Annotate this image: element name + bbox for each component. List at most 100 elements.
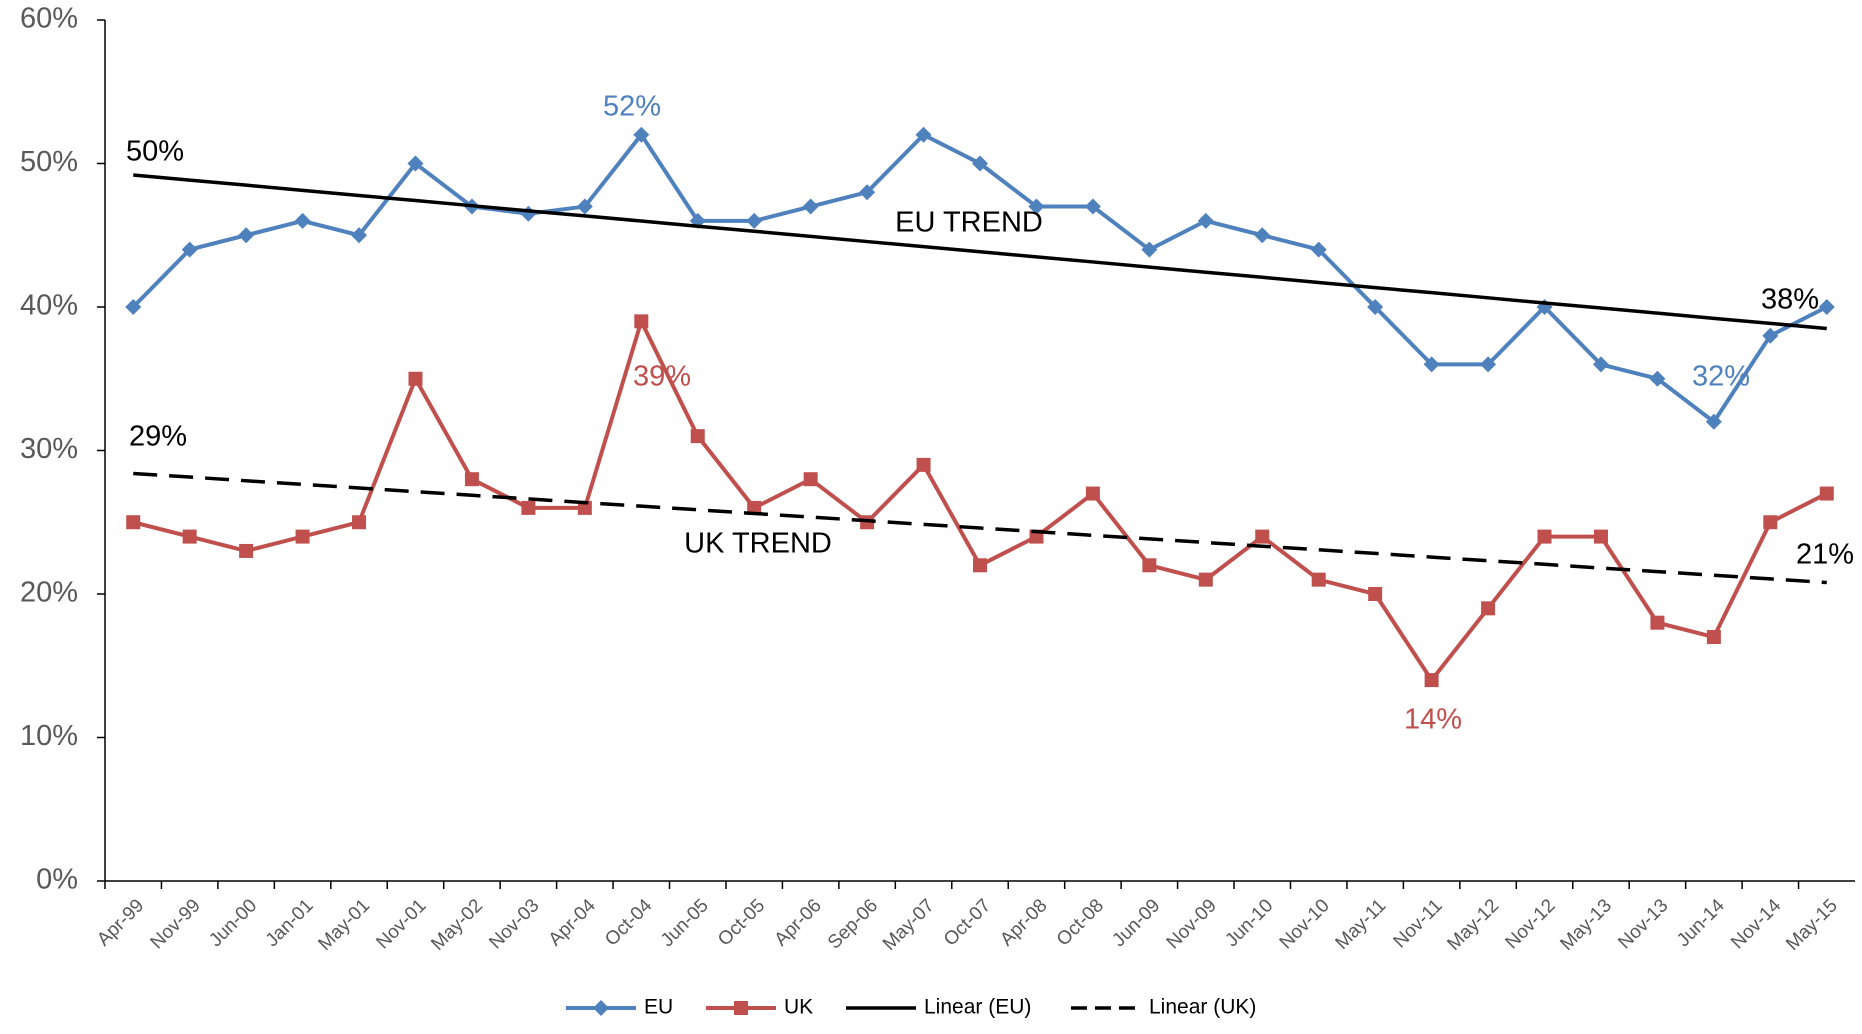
point	[1650, 615, 1665, 630]
point	[802, 198, 819, 215]
x-tick-label: Jun-14	[1673, 895, 1729, 951]
x-tick-label: May-01	[314, 895, 374, 955]
x-tick-label: Nov-01	[372, 895, 430, 953]
point	[1141, 241, 1158, 258]
annotation: EU TREND	[895, 207, 1043, 239]
point	[1706, 630, 1721, 645]
point	[351, 227, 368, 244]
point	[577, 500, 592, 515]
point	[408, 371, 423, 386]
trend-line	[133, 173, 1827, 331]
point	[1254, 227, 1271, 244]
y-tick-label: 60%	[20, 3, 78, 35]
point	[916, 457, 931, 472]
point	[1705, 413, 1722, 430]
point	[295, 529, 310, 544]
x-tick-label: Jun-00	[205, 895, 261, 951]
point	[972, 155, 988, 172]
y-tick-label: 20%	[20, 577, 78, 609]
point	[1368, 587, 1383, 601]
point	[1423, 356, 1440, 373]
point	[1819, 486, 1834, 501]
y-tick-label: 50%	[20, 146, 78, 178]
x-tick-label: Jan-01	[262, 895, 318, 951]
point	[521, 500, 536, 515]
point	[1310, 241, 1327, 258]
point	[576, 198, 593, 215]
x-tick-label: Nov-09	[1163, 895, 1221, 953]
annotation: 29%	[129, 421, 187, 453]
point	[1198, 572, 1213, 587]
point	[633, 126, 650, 143]
x-tick-label: Jun-09	[1108, 895, 1164, 951]
point	[690, 429, 705, 444]
y-tick-label: 40%	[20, 290, 78, 322]
series-line	[131, 131, 1828, 425]
point	[1142, 558, 1157, 573]
point	[407, 155, 424, 172]
x-tick-label: Oct-04	[601, 895, 656, 950]
point	[1649, 370, 1666, 387]
point	[125, 299, 142, 315]
point	[1762, 327, 1779, 344]
point	[182, 529, 197, 544]
x-tick-label: Apr-04	[545, 895, 600, 950]
annotation: 50%	[126, 136, 184, 168]
x-tick-label: Nov-03	[485, 895, 543, 953]
x-tick-label: Nov-14	[1727, 895, 1785, 953]
x-tick-label: Apr-08	[996, 895, 1051, 950]
annotation: 14%	[1404, 704, 1462, 736]
annotation: 32%	[1692, 361, 1750, 393]
point	[1255, 529, 1270, 544]
x-tick-label: Oct-08	[1053, 895, 1108, 950]
point	[1085, 486, 1100, 501]
annotation: UK TREND	[684, 528, 832, 560]
x-tick-label: Nov-12	[1501, 895, 1559, 953]
x-tick-label: Jun-05	[657, 895, 713, 951]
point	[520, 205, 537, 222]
x-tick-label: Nov-13	[1614, 895, 1672, 953]
x-tick-label: May-07	[879, 895, 939, 955]
x-tick-label: Sep-06	[824, 895, 882, 953]
point	[1763, 515, 1778, 530]
x-tick-label: May-12	[1443, 895, 1503, 955]
x-tick-label: Apr-06	[771, 895, 826, 950]
x-tick-label: Jun-10	[1221, 895, 1277, 951]
legend-label: Linear (UK)	[1149, 996, 1256, 1019]
point	[181, 241, 198, 258]
x-tick-label: May-11	[1332, 895, 1391, 954]
point	[1424, 673, 1439, 688]
annotation: 38%	[1761, 284, 1819, 316]
point	[1084, 198, 1101, 215]
point	[803, 472, 818, 487]
trend-line	[133, 471, 1827, 585]
point	[352, 515, 367, 530]
point	[126, 515, 141, 530]
y-tick-label: 0%	[36, 864, 78, 896]
series-line	[132, 315, 1828, 684]
x-tick-label: Nov-99	[147, 895, 205, 953]
point	[1593, 529, 1608, 544]
point	[634, 314, 649, 329]
x-tick-label: May-15	[1782, 895, 1842, 955]
x-tick-label: Apr-99	[93, 895, 148, 950]
point	[859, 184, 876, 201]
annotation: 21%	[1796, 539, 1854, 571]
legend-marker	[734, 1001, 748, 1015]
point	[1197, 212, 1214, 229]
x-tick-label: May-13	[1556, 895, 1616, 955]
legend-label: Linear (EU)	[924, 996, 1031, 1019]
legend-label: UK	[784, 996, 813, 1019]
x-tick-label: Nov-10	[1276, 895, 1334, 953]
x-tick-label: Nov-11	[1390, 895, 1447, 952]
point	[915, 126, 932, 143]
point	[239, 543, 254, 558]
point	[1592, 356, 1609, 373]
y-tick-label: 30%	[20, 433, 78, 465]
legend-label: EU	[644, 996, 673, 1019]
annotation: 52%	[603, 91, 661, 123]
point	[973, 558, 987, 573]
point	[1480, 356, 1497, 373]
point	[464, 472, 479, 487]
